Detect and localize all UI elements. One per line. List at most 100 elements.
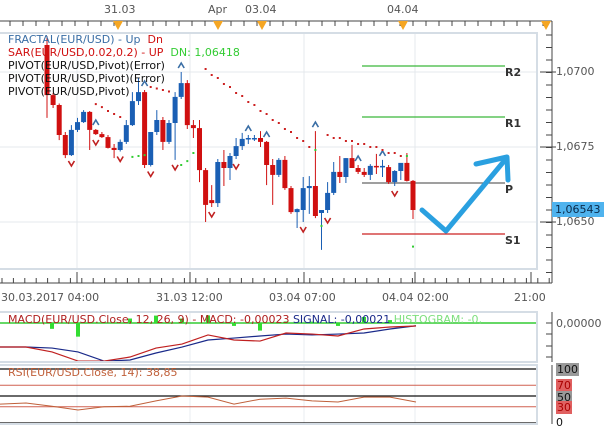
candle-body [111, 147, 117, 150]
candle-body [264, 141, 270, 165]
sar-dot [259, 110, 262, 112]
candle-body [404, 162, 410, 181]
candle-body [129, 101, 135, 126]
candle-body [251, 138, 257, 140]
sar-dot [241, 95, 244, 97]
macd-histogram-bar [128, 318, 132, 323]
sar-dot [363, 143, 366, 145]
candle-body [343, 158, 349, 177]
candle-body [203, 170, 209, 205]
fractal-up-icon [354, 154, 362, 162]
pivot-label-r1: R1 [505, 117, 522, 130]
sar-dot [192, 152, 195, 154]
macd-histogram-bar [258, 323, 262, 331]
candle-body [276, 159, 282, 175]
sar-legend-up: UP [148, 46, 164, 59]
candle-body [117, 141, 123, 150]
candle-body [166, 123, 172, 142]
fractal-legend-dn: Dn [147, 33, 163, 46]
sar-dot [405, 155, 408, 157]
signal-value: SIGNAL: -0,00021 [292, 313, 391, 326]
sar-legend: SAR(EUR/USD,0.02,0.2) - UP DN: 1,06418 [8, 46, 240, 59]
sar-dot [137, 155, 140, 157]
rsi-level-50: 50 [556, 391, 572, 404]
candle-body [398, 162, 404, 171]
sar-dot [131, 155, 134, 158]
candle-body [245, 138, 251, 140]
pivot-label-s1: S1 [505, 234, 521, 247]
sar-dot [277, 122, 280, 124]
main-chart-panel[interactable] [0, 32, 538, 270]
rsi-title: RSI(EUR/USD.Close, 14): 38,85 [8, 366, 178, 379]
sar-dot [149, 86, 152, 88]
candle-body [233, 146, 239, 156]
time-axis-label: 03.04 07:00 [269, 291, 336, 304]
current-price-tag: 1,06543 [552, 202, 604, 217]
sar-dot [393, 152, 396, 154]
fractal-down-icon [67, 160, 76, 168]
top-axis-label: Apr [208, 3, 228, 16]
fractal-legend: FRACTAL(EUR/USD) - Up Dn [8, 33, 163, 46]
fractal-up-icon [378, 149, 387, 157]
candle-body [44, 45, 50, 96]
sar-dot [265, 113, 268, 115]
macd-histogram-bar [336, 323, 340, 326]
fractal-down-icon [391, 190, 399, 198]
macd-panel[interactable] [0, 311, 538, 363]
event-marker-icon [398, 21, 408, 30]
fractal-legend-up: Up [125, 33, 141, 46]
candle-body [123, 125, 129, 142]
top-axis-label: 03.04 [245, 3, 277, 16]
candle-body [99, 134, 105, 138]
macd-histogram-bar [154, 315, 158, 323]
sar-dot [222, 83, 225, 85]
candle-body [93, 129, 99, 135]
candle-body [349, 158, 355, 168]
macd-histogram-bar [76, 323, 80, 337]
candle-body [215, 162, 221, 204]
candle-body [337, 171, 343, 177]
candle-body [325, 192, 331, 210]
time-axis-label: 30.03.2017 04:00 [1, 291, 100, 304]
sar-legend-dn: DN: 1,06418 [170, 46, 240, 59]
candle-body [75, 122, 80, 130]
rsi-level-100: 100 [556, 363, 579, 376]
candle-body [172, 96, 178, 123]
forecast-arrow-head [473, 154, 511, 183]
sar-dot [119, 116, 122, 118]
macd-histogram-bar [50, 323, 54, 329]
candle-body [392, 171, 398, 183]
candle-body [300, 188, 306, 210]
candle-body [56, 105, 62, 135]
sar-dot [302, 140, 305, 142]
sar-dot [387, 152, 390, 154]
sar-dot [357, 143, 360, 145]
candle-body [258, 138, 263, 142]
candle-body [306, 186, 312, 189]
sar-dot [180, 164, 183, 166]
sar-dot [308, 146, 311, 148]
fractal-down-icon [208, 211, 216, 219]
candle-body [288, 188, 294, 213]
sar-dot [338, 137, 341, 139]
sar-dot [161, 89, 164, 91]
sar-dot [290, 131, 292, 133]
candle-body [178, 83, 184, 97]
sar-dot [107, 110, 109, 112]
candle-body [355, 168, 361, 172]
sar-dot [100, 106, 103, 109]
candle-body [294, 209, 300, 213]
candle-body [331, 171, 337, 193]
pivot-legend: PIVOT(EUR/USD,Pivot)(Error) [8, 72, 165, 85]
fractal-up-icon [140, 79, 149, 87]
event-marker-icon [213, 21, 223, 30]
candle-body [386, 167, 392, 183]
candle-body [227, 156, 233, 168]
candle-body [197, 128, 202, 171]
rsi-panel[interactable] [0, 364, 538, 425]
rsi-level-30: 30 [556, 401, 572, 414]
candle-body [154, 120, 160, 132]
candle-body [270, 165, 276, 175]
sar-dot [113, 113, 116, 115]
